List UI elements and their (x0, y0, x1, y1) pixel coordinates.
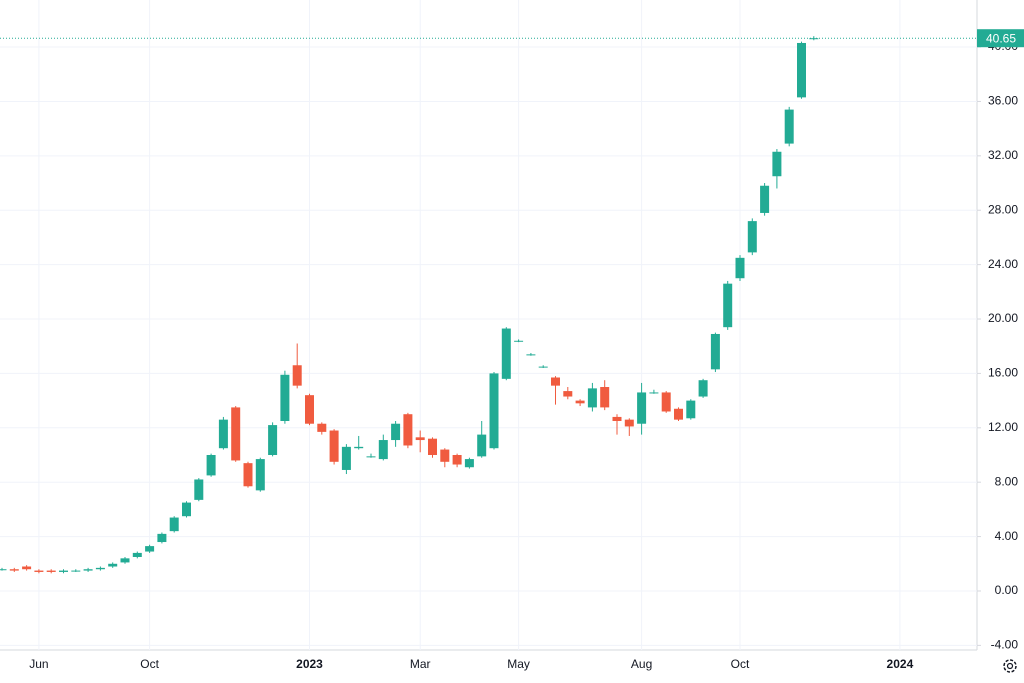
x-tick-label: May (507, 657, 530, 671)
candle-body (661, 392, 671, 412)
candle-body (403, 414, 413, 446)
candle-body (292, 365, 302, 386)
candle-body (600, 387, 610, 408)
candle-body (415, 437, 425, 441)
candle-body (378, 440, 388, 460)
grid (0, 0, 977, 650)
candle-body (34, 570, 44, 572)
candle-body (514, 340, 524, 342)
candle-body (120, 558, 130, 563)
candle-body (575, 400, 585, 404)
y-tick-label: 24.00 (988, 257, 1018, 271)
candle-body (59, 570, 68, 572)
candle-body (108, 563, 118, 567)
candle-body (366, 456, 376, 458)
candle-body (538, 366, 548, 368)
y-tick-label: -4.00 (991, 638, 1019, 652)
candle-body (280, 374, 290, 422)
candle-body (563, 391, 573, 397)
candle-body (22, 566, 32, 570)
y-tick-label: 20.00 (988, 311, 1018, 325)
candle-body (255, 459, 265, 491)
candle-body (329, 430, 339, 462)
candle-body (587, 388, 597, 408)
x-tick-label: Aug (631, 657, 652, 671)
y-tick-label: 32.00 (988, 148, 1018, 162)
candle-body (698, 380, 708, 397)
y-tick-label: 28.00 (988, 202, 1018, 216)
candle-body (747, 221, 757, 253)
candle-body (132, 552, 142, 557)
y-tick-label: 12.00 (988, 420, 1018, 434)
candle-body (71, 570, 81, 572)
candle-body (83, 569, 93, 571)
candle-body (182, 502, 191, 517)
settings-icon[interactable] (1003, 659, 1017, 673)
last-price-label: 40.65 (986, 31, 1016, 45)
candle-body (735, 257, 745, 279)
candle-body (624, 419, 634, 427)
gear-ring (1003, 659, 1017, 673)
x-tick-label: Oct (731, 657, 750, 671)
y-tick-label: 16.00 (988, 366, 1018, 380)
candle-body (145, 546, 155, 552)
x-tick-label: Jun (29, 657, 48, 671)
candle-body (46, 570, 56, 572)
candle-body (797, 42, 806, 98)
candle-body (169, 517, 179, 532)
candle-body (489, 373, 499, 449)
candle-body (9, 569, 19, 571)
candle-body (772, 151, 782, 177)
candle-body (231, 407, 241, 461)
gear-hub (1006, 662, 1014, 670)
x-tick-label: 2024 (887, 657, 914, 671)
candle-body (649, 392, 659, 394)
candle-body (440, 449, 450, 462)
candle-body (477, 434, 487, 457)
candle-body (551, 377, 560, 386)
candle-body (428, 438, 437, 455)
candle-body (157, 533, 167, 543)
candle-body (464, 459, 474, 468)
y-tick-label: 36.00 (988, 94, 1018, 108)
candle-body (268, 425, 278, 455)
candle-body (317, 423, 327, 432)
y-tick-label: 8.00 (995, 474, 1019, 488)
candle-body (218, 419, 228, 449)
candle-body (452, 455, 462, 465)
x-tick-label: Oct (140, 657, 159, 671)
candle-body (0, 569, 7, 571)
candle-body (391, 423, 401, 441)
candle-body (194, 479, 204, 500)
y-tick-label: 0.00 (995, 583, 1019, 597)
candle-body (206, 455, 216, 476)
candle-body (637, 392, 647, 424)
candle-body (784, 109, 794, 144)
candle-body (95, 567, 105, 570)
candle-body (612, 416, 622, 422)
x-tick-label: 2023 (296, 657, 323, 671)
candle-body (354, 446, 364, 449)
candle-body (760, 185, 770, 213)
candle-body (341, 446, 351, 470)
candle-body (526, 354, 536, 356)
candle-body (243, 463, 253, 487)
candle-body (674, 408, 683, 420)
candle-body (686, 400, 696, 419)
last-price-box (977, 29, 1024, 48)
candle-body (501, 328, 511, 379)
candle-body (710, 333, 720, 370)
x-tick-label: Mar (410, 657, 431, 671)
y-tick-label: 4.00 (995, 529, 1019, 543)
candle-body (305, 395, 314, 424)
candle-body (723, 283, 733, 328)
